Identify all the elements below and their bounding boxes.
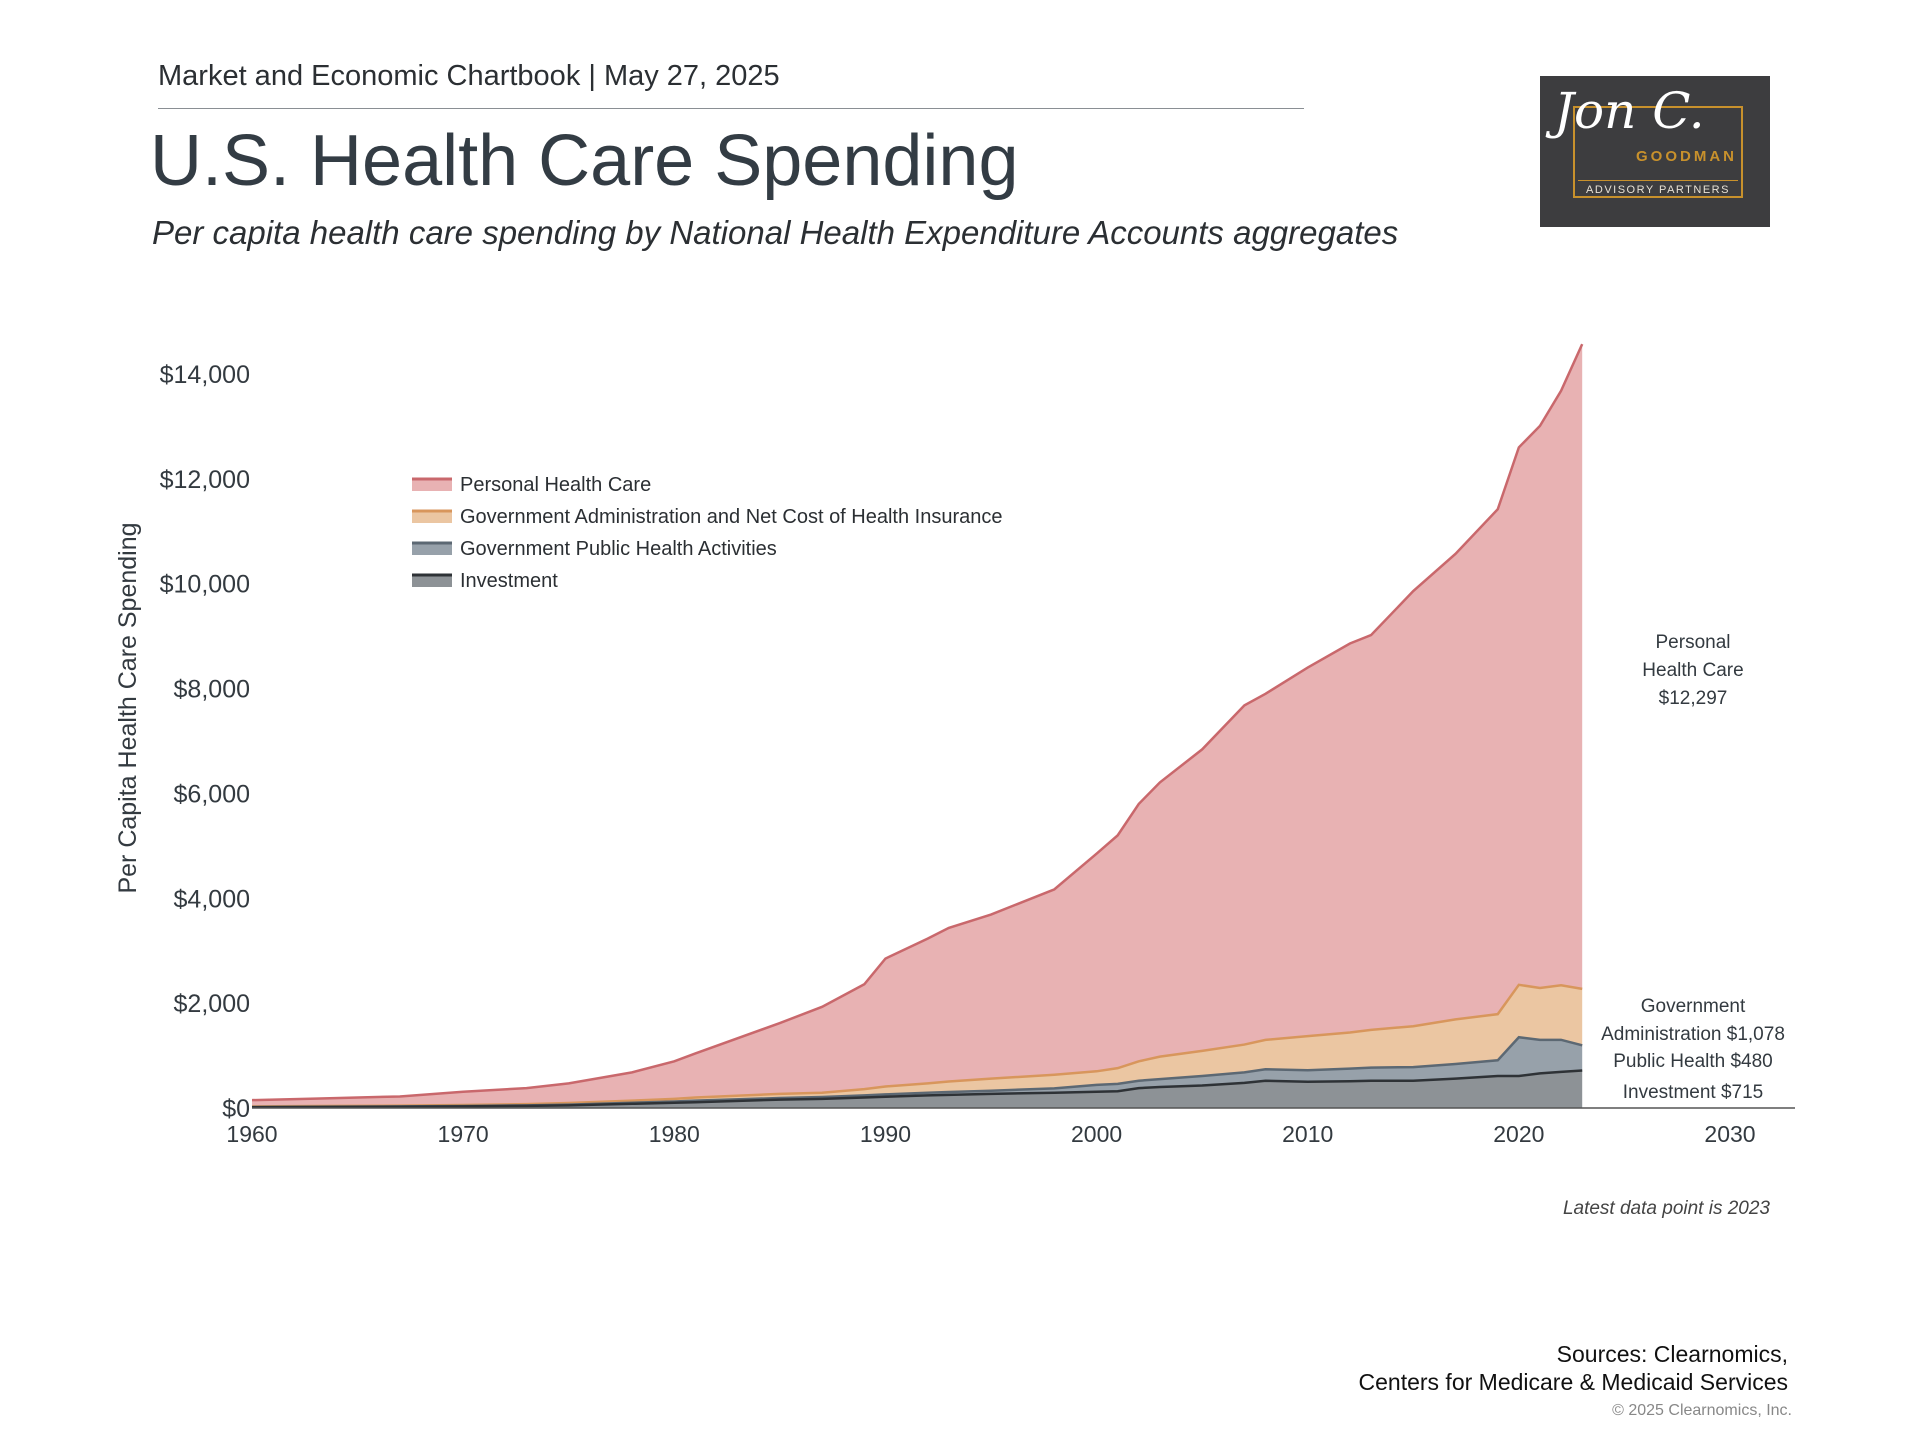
legend-label: Personal Health Care (460, 474, 651, 496)
y-tick-label: $6,000 (174, 780, 250, 808)
legend-swatch (412, 543, 452, 555)
administration-area (252, 984, 1583, 1107)
copyright: © 2025 Clearnomics, Inc. (1612, 1402, 1792, 1419)
chart-end-labels: Personal Health Care $12,297 Government Admi… (1601, 632, 1785, 1103)
personal-health-care-line (251, 343, 1584, 1102)
end-label: Administration $1,078 (1601, 1024, 1785, 1045)
logo-signature: Jon C. (1554, 82, 1705, 140)
page-subtitle: Per capita health care spending by Natio… (152, 214, 1399, 251)
investment-area (252, 1070, 1583, 1108)
x-tick-label: 1990 (860, 1121, 911, 1147)
sources-line-2: Centers for Medicare & Medicaid Services (1358, 1369, 1789, 1395)
end-label: Investment $715 (1623, 1082, 1763, 1103)
header-divider (158, 108, 1304, 109)
end-label: $12,297 (1659, 688, 1728, 709)
sources-line-1: Sources: Clearnomics, (1556, 1341, 1788, 1367)
logo-frame (1573, 106, 1743, 198)
latest-data-note: Latest data point is 2023 (1562, 1198, 1770, 1219)
legend-swatch (412, 479, 452, 491)
y-axis-label: Per Capita Health Care Spending (114, 522, 142, 893)
y-tick-label: $2,000 (174, 990, 250, 1018)
x-tick-label: 1960 (226, 1121, 277, 1147)
end-label: Personal (1656, 632, 1731, 653)
legend-label: Government Administration and Net Cost o… (460, 506, 1003, 528)
company-logo: Jon C. GOODMAN ADVISORY PARTNERS (1540, 76, 1770, 227)
investment-line (251, 1069, 1583, 1109)
end-label: Health Care (1642, 660, 1743, 681)
logo-subtitle: ADVISORY PARTNERS (1578, 180, 1738, 196)
administration-line (251, 983, 1583, 1108)
chart-areas (251, 343, 1584, 1109)
y-tick-label: $0 (222, 1095, 250, 1123)
y-tick-label: $8,000 (174, 676, 250, 704)
y-tick-label: $14,000 (160, 361, 250, 389)
y-tick-label: $12,000 (160, 466, 250, 494)
x-tick-label: 1970 (438, 1121, 489, 1147)
legend-swatch (412, 511, 452, 523)
page-title: U.S. Health Care Spending (150, 121, 1019, 201)
x-tick-label: 1980 (649, 1121, 700, 1147)
x-tick-label: 2010 (1282, 1121, 1333, 1147)
chart-axes: $0 $2,000 $4,000 $6,000 $8,000 $10,000 $12,000… (114, 361, 1795, 1147)
sources: Sources: Clearnomics, Centers for Medica… (1359, 1340, 1789, 1396)
y-tick-label: $10,000 (160, 571, 250, 599)
chartbook-header: Market and Economic Chartbook | May 27, … (158, 60, 780, 92)
end-label: Public Health $480 (1613, 1051, 1773, 1072)
legend-label: Investment (460, 570, 558, 592)
x-tick-label: 2030 (1704, 1121, 1755, 1147)
y-tick-label: $4,000 (174, 885, 250, 913)
chart-legend: Personal Health Care Government Administr… (412, 474, 1003, 592)
x-tick-label: 2020 (1493, 1121, 1544, 1147)
x-tick-label: 2000 (1071, 1121, 1122, 1147)
end-label: Government (1641, 996, 1746, 1017)
personal-health-care-area (252, 344, 1583, 1107)
legend-swatch (412, 575, 452, 587)
logo-name: GOODMAN (1636, 148, 1737, 165)
legend-label: Government Public Health Activities (460, 538, 777, 560)
